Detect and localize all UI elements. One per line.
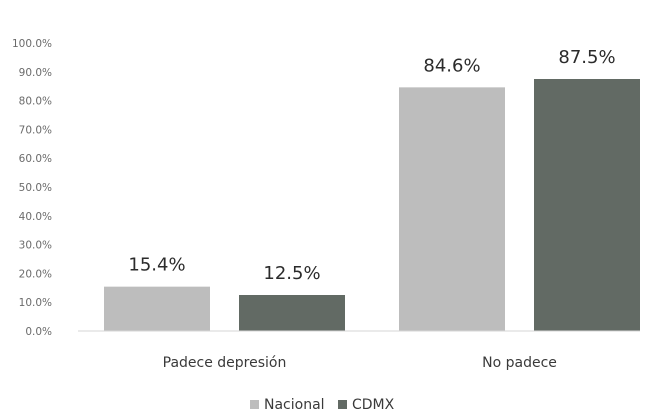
category-label: Padece depresión — [163, 355, 287, 371]
y-tick-label: 50.0% — [19, 182, 52, 194]
y-tick-label: 20.0% — [19, 268, 52, 280]
category-label: No padece — [482, 355, 557, 371]
y-tick-label: 30.0% — [19, 240, 52, 252]
legend-label-cdmx: CDMX — [352, 397, 395, 413]
y-tick-label: 80.0% — [19, 96, 52, 108]
x-axis-categories: Padece depresión No padece — [163, 355, 557, 371]
data-labels: 15.4% 12.5% 84.6% 87.5% — [128, 47, 615, 284]
y-tick-label: 100.0% — [12, 38, 52, 50]
bar-nacional-padece — [104, 286, 210, 331]
legend-label-nacional: Nacional — [264, 397, 325, 413]
y-tick-label: 0.0% — [25, 326, 52, 338]
y-tick-label: 70.0% — [19, 124, 52, 136]
data-label: 15.4% — [128, 255, 185, 276]
legend-swatch-nacional — [250, 400, 259, 409]
y-tick-label: 90.0% — [19, 67, 52, 79]
bar-cdmx-padece — [239, 295, 345, 331]
bars — [104, 79, 640, 332]
y-tick-label: 40.0% — [19, 211, 52, 223]
y-tick-label: 10.0% — [19, 297, 52, 309]
y-tick-label: 60.0% — [19, 153, 52, 165]
bar-nacional-no-padece — [399, 87, 505, 332]
bar-cdmx-no-padece — [534, 79, 640, 331]
data-label: 84.6% — [423, 55, 480, 76]
data-label: 87.5% — [558, 47, 615, 68]
y-axis: 0.0% 10.0% 20.0% 30.0% 40.0% 50.0% 60.0% 70.0% 8… — [12, 38, 52, 338]
data-label: 12.5% — [263, 263, 320, 284]
legend-swatch-cdmx — [338, 400, 347, 409]
legend: Nacional CDMX — [250, 397, 395, 413]
